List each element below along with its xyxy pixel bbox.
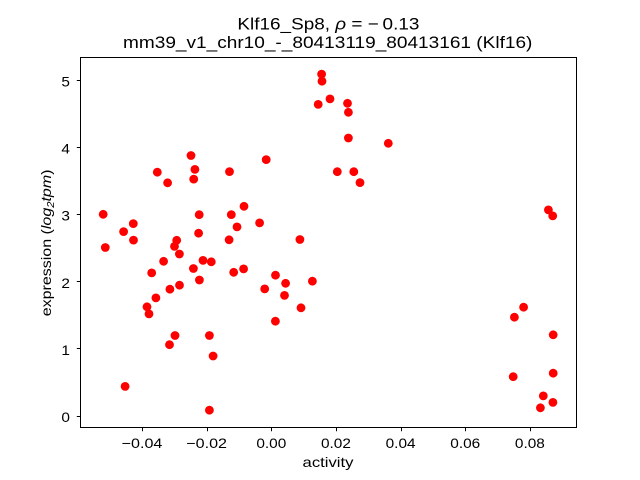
svg-text:0.04: 0.04 xyxy=(386,437,416,452)
svg-text:expression (log2tpm): expression (log2tpm) xyxy=(39,169,57,316)
svg-text:3: 3 xyxy=(61,209,70,224)
svg-text:5: 5 xyxy=(61,75,70,90)
svg-text:0.06: 0.06 xyxy=(450,437,480,452)
svg-text:0.00: 0.00 xyxy=(256,437,286,452)
svg-text:1: 1 xyxy=(61,343,70,358)
svg-text:mm39_v1_chr10_-_80413119_80413: mm39_v1_chr10_-_80413119_80413161 (Klf16… xyxy=(123,33,532,53)
svg-text:0.02: 0.02 xyxy=(321,437,351,452)
svg-text:4: 4 xyxy=(61,142,70,157)
svg-text:−0.04: −0.04 xyxy=(122,436,163,452)
svg-text:Klf16_Sp8, ρ = − 0.13: Klf16_Sp8, ρ = − 0.13 xyxy=(237,15,419,35)
svg-text:−0.02: −0.02 xyxy=(186,436,227,452)
svg-text:2: 2 xyxy=(61,276,70,291)
svg-text:0: 0 xyxy=(61,411,70,426)
svg-text:activity: activity xyxy=(303,455,354,470)
svg-text:0.08: 0.08 xyxy=(515,437,545,452)
